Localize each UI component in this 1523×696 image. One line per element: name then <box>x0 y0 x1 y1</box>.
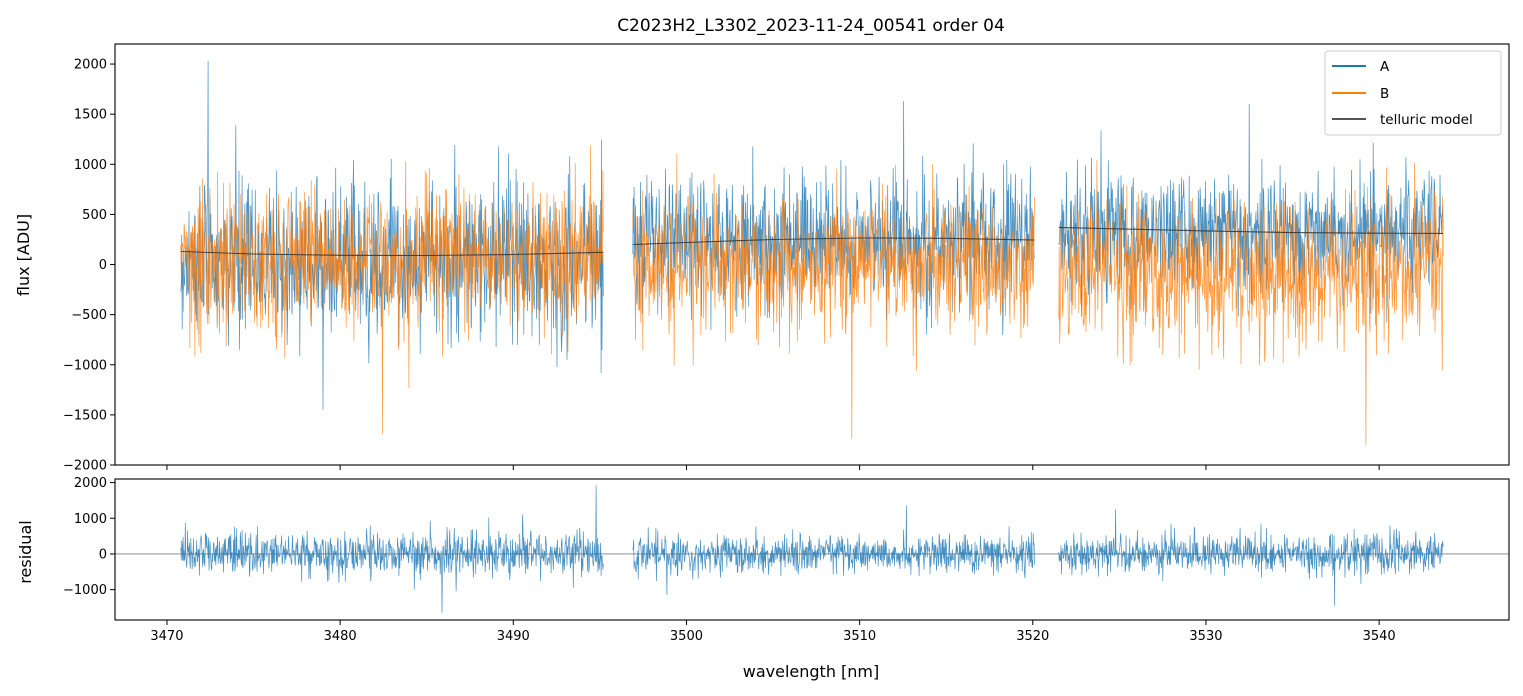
x-tick-label: 3520 <box>1016 629 1049 644</box>
x-tick-label: 3470 <box>150 629 183 644</box>
chart-title: C2023H2_L3302_2023-11-24_00541 order 04 <box>617 16 1005 36</box>
residual-axes-frame <box>114 478 1510 621</box>
top-y-tick-label: 0 <box>99 258 107 273</box>
legend-frame <box>1324 50 1502 136</box>
residual-x-ticks: 3470 3480 3490 3500 3510 3520 3530 3540 <box>150 620 1396 644</box>
series-b-segment-1 <box>180 145 604 434</box>
top-y-tick-label: −2000 <box>63 459 107 474</box>
series-residual-segment-2 <box>632 505 1035 596</box>
top-y-tick-label: −1000 <box>63 358 107 373</box>
series-a-segment-3 <box>1058 104 1444 323</box>
residual-y-axis-label: residual <box>16 520 35 583</box>
legend-entry-a: A <box>1380 59 1390 75</box>
x-tick-label: 3510 <box>843 629 876 644</box>
legend: A B telluric model <box>1324 50 1502 136</box>
x-tick-label: 3540 <box>1363 629 1396 644</box>
top-y-tick-label: 1000 <box>74 158 107 173</box>
residual-plot-area <box>115 485 1509 613</box>
flux-y-ticks: −2000 −1500 −1000 −500 0 500 1000 1500 2000 <box>63 58 115 474</box>
legend-entry-b: B <box>1380 86 1389 102</box>
series-residual-segment-1 <box>180 485 604 613</box>
x-tick-label: 3480 <box>324 629 357 644</box>
bot-y-tick-label: 0 <box>99 547 107 562</box>
bot-y-tick-label: 2000 <box>74 476 107 491</box>
residual-y-ticks: −1000 0 1000 2000 <box>63 476 115 598</box>
series-telluric-model-line <box>180 226 1444 257</box>
flux-y-axis-label: flux [ADU] <box>14 214 33 296</box>
x-tick-label: 3490 <box>497 629 530 644</box>
series-b-segment-3 <box>1058 160 1444 446</box>
x-tick-label: 3530 <box>1189 629 1222 644</box>
series-residual-segment-3 <box>1058 509 1444 606</box>
x-tick-label: 3500 <box>670 629 703 644</box>
flux-x-ticks <box>166 465 1380 470</box>
x-axis-label: wavelength [nm] <box>743 662 880 681</box>
top-y-tick-label: −500 <box>71 308 107 323</box>
legend-entry-telluric: telluric model <box>1380 112 1473 128</box>
flux-panel: −2000 −1500 −1000 −500 0 500 1000 1500 2000 flux… <box>14 43 1510 474</box>
flux-axes-frame <box>114 43 1510 466</box>
top-y-tick-label: 2000 <box>74 58 107 73</box>
top-y-tick-label: 500 <box>82 208 107 223</box>
flux-plot-area <box>180 60 1444 446</box>
bot-y-tick-label: −1000 <box>63 583 107 598</box>
top-y-tick-label: −1500 <box>63 408 107 423</box>
bot-y-tick-label: 1000 <box>74 512 107 527</box>
series-b-segment-2 <box>632 153 1035 439</box>
top-y-tick-label: 1500 <box>74 108 107 123</box>
